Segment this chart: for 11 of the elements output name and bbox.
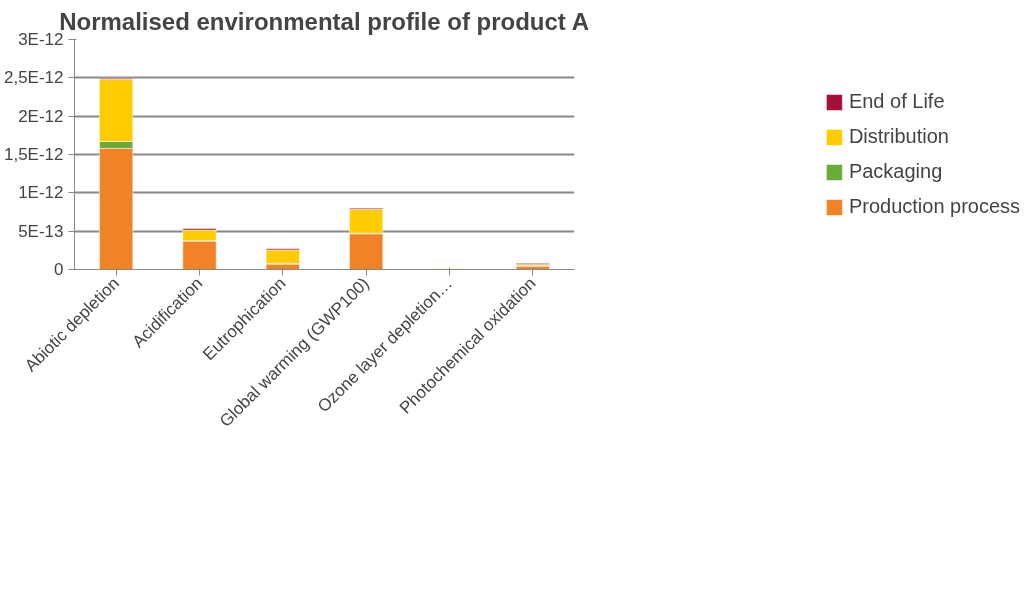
legend-label: Packaging bbox=[848, 160, 943, 183]
y-tick-label: 2E-12 bbox=[18, 106, 64, 126]
legend-label: Production process bbox=[848, 195, 1021, 218]
y-tick-label: 5E-13 bbox=[18, 221, 64, 241]
legend-label: End of Life bbox=[848, 90, 945, 113]
y-tick-label: 3E-12 bbox=[18, 30, 64, 49]
y-tick-label: 2,5E-12 bbox=[3, 68, 64, 88]
y-tick-label: 1E-12 bbox=[18, 183, 64, 203]
legend-label: Distribution bbox=[848, 125, 949, 148]
y-tick-label: 0 bbox=[54, 260, 64, 279]
y-tick-label: 1,5E-12 bbox=[3, 145, 64, 164]
